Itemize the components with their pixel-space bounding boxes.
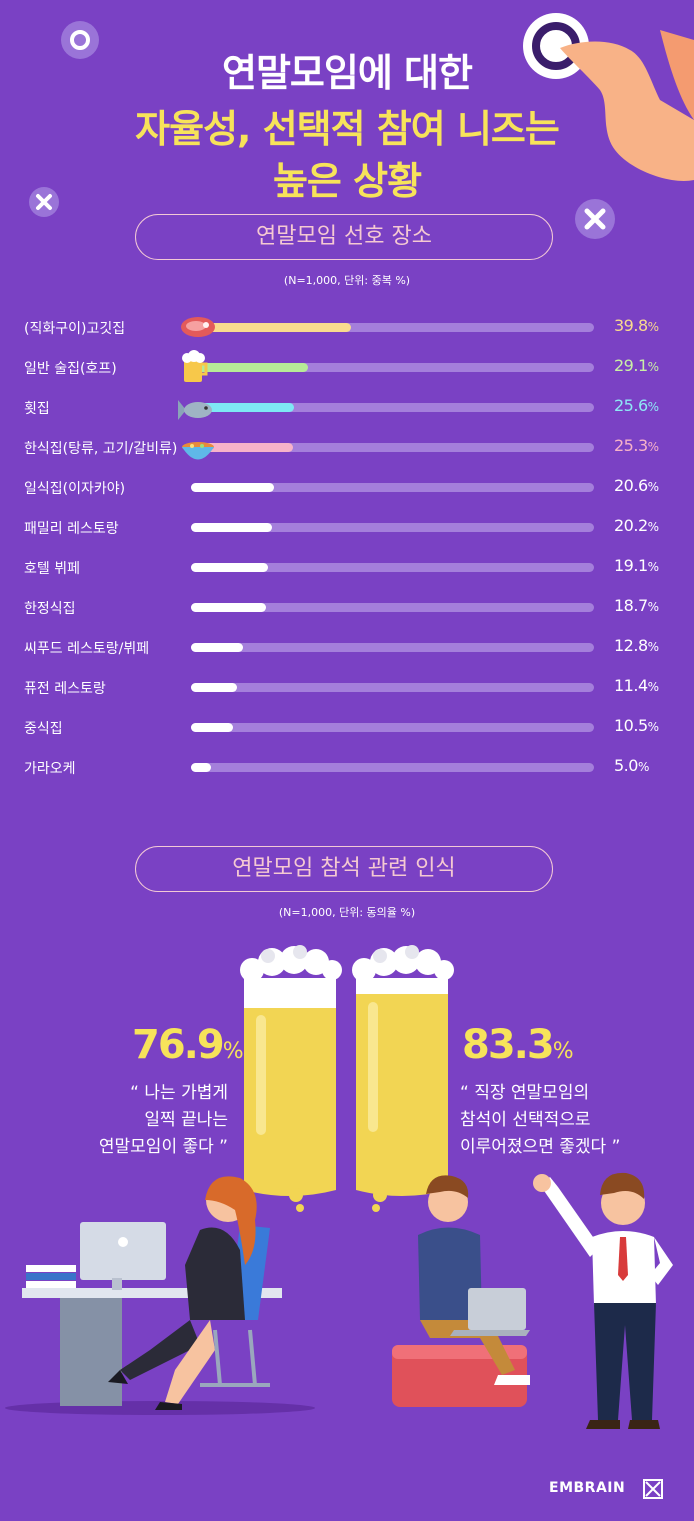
bar	[191, 523, 273, 532]
bar-value-number: 12.8	[614, 636, 648, 655]
office-woman-illustration	[5, 1176, 315, 1415]
bar-category-label: 횟집	[24, 401, 50, 417]
bar-value-number: 11.4	[614, 676, 648, 695]
bar-value-unit: %	[647, 680, 659, 694]
bar-value-unit: %	[647, 560, 659, 574]
bar-track	[191, 643, 594, 652]
logo-icon	[643, 1479, 663, 1499]
bar	[191, 403, 295, 412]
bar-value-label: 20.6%	[614, 476, 659, 495]
bar-value-label: 20.2%	[614, 516, 659, 535]
bar-value-number: 39.8	[614, 316, 648, 335]
bar	[191, 603, 267, 612]
bar	[191, 723, 234, 732]
bar-value-number: 10.5	[614, 716, 648, 735]
bar-value-number: 25.3	[614, 436, 648, 455]
bar-category-label: (직화구이)고깃집	[24, 321, 126, 337]
x-decoration-icon	[575, 199, 615, 239]
bar-track	[191, 563, 594, 572]
stat-left-value: 76.9%	[132, 1022, 244, 1068]
title-line-2: 자율성, 선택적 참여 니즈는	[135, 107, 560, 151]
bar-category-label: 패밀리 레스토랑	[24, 521, 119, 537]
bar-value-number: 25.6	[614, 396, 648, 415]
bar-value-unit: %	[647, 600, 659, 614]
bar	[191, 483, 275, 492]
beer-glass-icon	[352, 945, 454, 1212]
bar-category-label: 중식집	[24, 721, 63, 737]
pointing-hand-icon	[523, 13, 694, 181]
bar-category-label: 퓨전 레스토랑	[24, 681, 106, 697]
section1-note: (N=1,000, 단위: 중복 %)	[283, 274, 411, 287]
bar-value-unit: %	[647, 440, 659, 454]
bar-value-label: 12.8%	[614, 636, 659, 655]
bar-value-number: 20.6	[614, 476, 648, 495]
bar-value-unit: %	[647, 520, 659, 534]
section2-title-pill: 연말모임 참석 관련 인식	[135, 846, 553, 892]
bar-category-label: 호텔 뷔페	[24, 561, 80, 577]
stat-right-value: 83.3%	[462, 1022, 574, 1068]
bar-value-label: 25.3%	[614, 436, 659, 455]
brand-logo-text: EMBRAIN	[549, 1480, 626, 1496]
bar-value-unit: %	[637, 760, 649, 774]
bar-category-label: 가라오케	[24, 761, 76, 777]
bar-track	[191, 723, 594, 732]
bar-value-label: 18.7%	[614, 596, 659, 615]
bar-value-unit: %	[647, 320, 659, 334]
steak-icon	[181, 317, 215, 337]
bar-track	[191, 403, 594, 412]
bar	[191, 643, 243, 652]
bar-value-label: 10.5%	[614, 716, 659, 735]
bar-value-label: 11.4%	[614, 676, 659, 695]
bar-track	[191, 323, 594, 332]
bar-value-label: 5.0%	[614, 756, 649, 775]
beer-glass-icon	[240, 945, 342, 1212]
bar-track	[191, 763, 594, 772]
bar	[191, 363, 309, 372]
laptop-man-illustration	[392, 1175, 530, 1407]
bar-category-label: 한정식집	[24, 601, 76, 617]
fish-icon	[178, 400, 212, 420]
bar-category-label: 씨푸드 레스토랑/뷔페	[24, 641, 150, 657]
bar-track	[191, 523, 594, 532]
bar-category-label: 일반 술집(호프)	[24, 361, 117, 377]
bar-value-number: 5.0	[614, 756, 638, 775]
bar-value-number: 18.7	[614, 596, 648, 615]
bar-value-number: 19.1	[614, 556, 648, 575]
bar	[191, 763, 212, 772]
circle-decoration-icon	[61, 21, 99, 59]
soup-bowl-icon	[182, 442, 214, 460]
bar	[191, 323, 352, 332]
stat-right-quote: “ 직장 연말모임의 참석이 선택적으로 이루어졌으면 좋겠다 ”	[460, 1083, 621, 1157]
bar-value-number: 20.2	[614, 516, 648, 535]
bar-value-number: 29.1	[614, 356, 648, 375]
presenting-man-illustration	[533, 1172, 673, 1429]
bar-track	[191, 363, 594, 372]
section2-note: (N=1,000, 단위: 동의율 %)	[278, 906, 416, 919]
bar	[191, 563, 268, 572]
bar-track	[191, 683, 594, 692]
bar-track	[191, 443, 594, 452]
bar-track	[191, 603, 594, 612]
title-line-3: 높은 상황	[272, 159, 422, 203]
section1-title-pill: 연말모임 선호 장소	[135, 214, 553, 260]
title-line-1: 연말모임에 대한	[222, 51, 473, 95]
bar-category-label: 한식집(탕류, 고기/갈비류)	[24, 441, 178, 457]
bar-value-unit: %	[647, 480, 659, 494]
bar-category-label: 일식집(이자카야)	[24, 481, 126, 497]
bar	[191, 443, 293, 452]
bar-value-unit: %	[647, 720, 659, 734]
bar-value-label: 39.8%	[614, 316, 659, 335]
bar-value-unit: %	[647, 360, 659, 374]
bar-value-unit: %	[647, 400, 659, 414]
beer-icon	[182, 350, 208, 382]
bar-value-label: 25.6%	[614, 396, 659, 415]
bar	[191, 683, 237, 692]
stat-left-quote: “ 나는 가볍게 일찍 끝나는 연말모임이 좋다 ”	[98, 1083, 228, 1157]
bar-value-label: 19.1%	[614, 556, 659, 575]
bar-value-label: 29.1%	[614, 356, 659, 375]
x-decoration-icon	[29, 187, 59, 217]
bar-value-unit: %	[647, 640, 659, 654]
bar-track	[191, 483, 594, 492]
